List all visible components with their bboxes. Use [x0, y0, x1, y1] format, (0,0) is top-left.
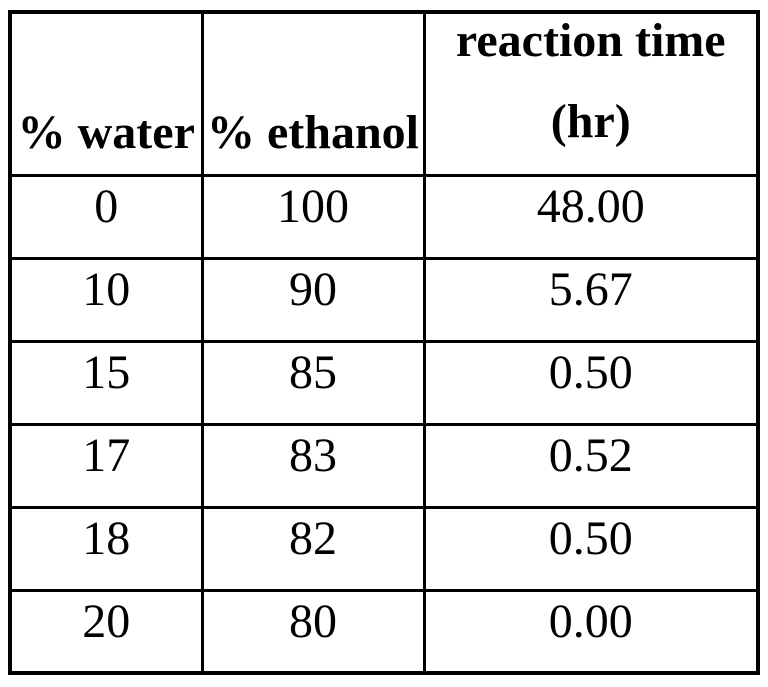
- cell-ethanol: 82: [200, 505, 426, 592]
- table-row: 17 83 0.52: [8, 422, 760, 509]
- table-row: 15 85 0.50: [8, 339, 760, 426]
- cell-reaction-time: 0.00: [422, 588, 760, 675]
- table-row: 10 90 5.67: [8, 256, 760, 343]
- cell-ethanol: 83: [200, 422, 426, 509]
- table-row: 0 100 48.00: [8, 173, 760, 260]
- cell-water: 18: [8, 505, 204, 592]
- cell-reaction-time: 0.52: [422, 422, 760, 509]
- cell-water: 15: [8, 339, 204, 426]
- cell-ethanol: 80: [200, 588, 426, 675]
- cell-water: 20: [8, 588, 204, 675]
- header-cell-water: % water: [8, 10, 204, 177]
- reaction-time-table: % water % ethanol reaction time (hr) 0 1…: [8, 10, 760, 675]
- table-row: 20 80 0.00: [8, 588, 760, 675]
- header-label-reaction-time: reaction time: [455, 14, 726, 67]
- header-cell-reaction-time: reaction time (hr): [422, 10, 760, 177]
- cell-ethanol: 100: [200, 173, 426, 260]
- cell-water: 10: [8, 256, 204, 343]
- header-label-reaction-time-unit: (hr): [550, 95, 631, 148]
- cell-reaction-time: 0.50: [422, 505, 760, 592]
- header-label-ethanol: % ethanol: [206, 105, 419, 159]
- cell-water: 0: [8, 173, 204, 260]
- cell-ethanol: 85: [200, 339, 426, 426]
- cell-reaction-time: 5.67: [422, 256, 760, 343]
- cell-reaction-time: 0.50: [422, 339, 760, 426]
- header-label-water: % water: [17, 105, 195, 159]
- header-cell-ethanol: % ethanol: [200, 10, 426, 177]
- cell-reaction-time: 48.00: [422, 173, 760, 260]
- cell-ethanol: 90: [200, 256, 426, 343]
- cell-water: 17: [8, 422, 204, 509]
- header-row: % water % ethanol reaction time (hr): [8, 10, 760, 177]
- table-row: 18 82 0.50: [8, 505, 760, 592]
